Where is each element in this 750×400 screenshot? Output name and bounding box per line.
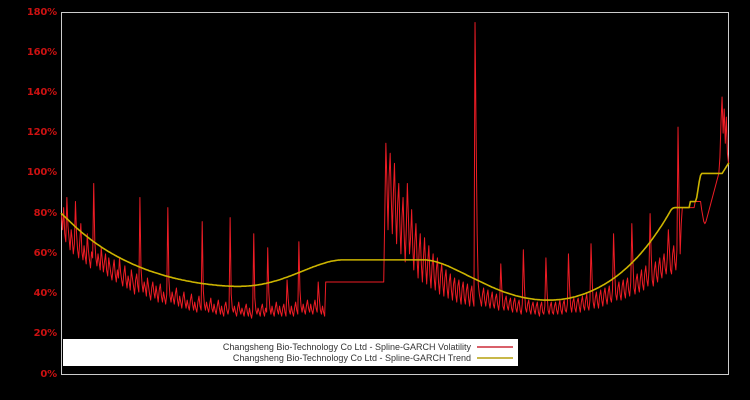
y-axis-tick-label: 80% (33, 207, 58, 219)
volatility-series-line (61, 22, 729, 319)
legend-entry-label: Changsheng Bio-Technology Co Ltd - Splin… (222, 341, 471, 352)
y-axis-tick-label: 180% (26, 6, 57, 18)
plot-area-border (61, 12, 729, 375)
y-axis-tick-label: 0% (40, 368, 57, 380)
legend-entry[interactable]: Changsheng Bio-Technology Co Ltd - Splin… (68, 342, 513, 353)
y-axis-tick-label: 20% (33, 328, 58, 340)
y-axis-tick-labels: 180% 160% 140% 120% 100% 80% 60% 40% 20% 0% (0, 0, 57, 400)
series-layer (60, 22, 730, 319)
chart-legend: Changsheng Bio-Technology Co Ltd - Splin… (63, 339, 518, 366)
legend-entry-label: Changsheng Bio-Technology Co Ltd - Splin… (232, 352, 471, 363)
trend-series-line (60, 162, 730, 301)
y-axis-tick-label: 120% (26, 127, 57, 139)
y-axis-tick-label: 40% (33, 288, 58, 300)
legend-entry[interactable]: Changsheng Bio-Technology Co Ltd - Splin… (68, 353, 513, 364)
y-axis-tick-label: 160% (26, 46, 57, 58)
legend-color-swatch (477, 346, 513, 348)
y-axis-tick-label: 140% (26, 86, 57, 98)
y-axis-tick-label: 100% (26, 167, 57, 179)
y-axis-tick-label: 60% (33, 247, 58, 259)
legend-color-swatch (477, 357, 513, 359)
